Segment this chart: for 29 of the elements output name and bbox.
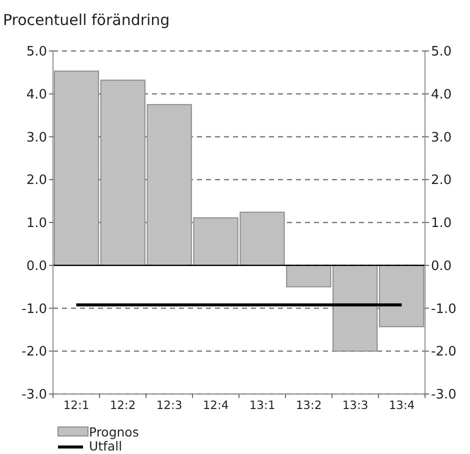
y-tick-label: -3.0: [22, 388, 47, 403]
x-tick-label: 12:3: [156, 398, 182, 412]
legend-label: Utfall: [89, 438, 122, 454]
y2-tick-label: 1.0: [431, 216, 452, 232]
x-tick-label: 13:3: [342, 398, 368, 412]
chart-title: Procentuell förändring: [3, 11, 170, 29]
y-tick-label: 0.0: [26, 258, 47, 274]
x-tick-label: 12:1: [63, 398, 90, 412]
legend-label: Prognos: [89, 424, 139, 440]
x-tick-label: 12:4: [202, 398, 229, 412]
y-tick-label: -2.0: [22, 344, 47, 360]
x-tick-label: 12:2: [110, 398, 136, 412]
y-tick-label: 5.0: [26, 44, 47, 60]
y-tick-label: -1.0: [22, 302, 47, 317]
x-tick-label: 13:1: [249, 398, 276, 412]
x-tick-label: 13:4: [388, 398, 415, 412]
y2-tick-label: 0.0: [431, 258, 452, 274]
y-tick-label: 1.0: [26, 216, 47, 232]
y2-tick-label: -2.0: [431, 344, 456, 360]
y2-tick-label: 5.0: [431, 44, 452, 60]
y2-tick-label: 3.0: [431, 130, 452, 146]
y2-tick-label: -1.0: [431, 302, 456, 317]
y2-tick-label: 2.0: [431, 173, 452, 188]
y-tick-label: 3.0: [26, 130, 47, 146]
y2-tick-label: 4.0: [431, 87, 452, 102]
y-tick-label: 2.0: [26, 173, 47, 188]
x-tick-label: 13:2: [296, 398, 322, 412]
y2-tick-label: -3.0: [431, 388, 456, 403]
y-tick-label: 4.0: [26, 87, 47, 102]
